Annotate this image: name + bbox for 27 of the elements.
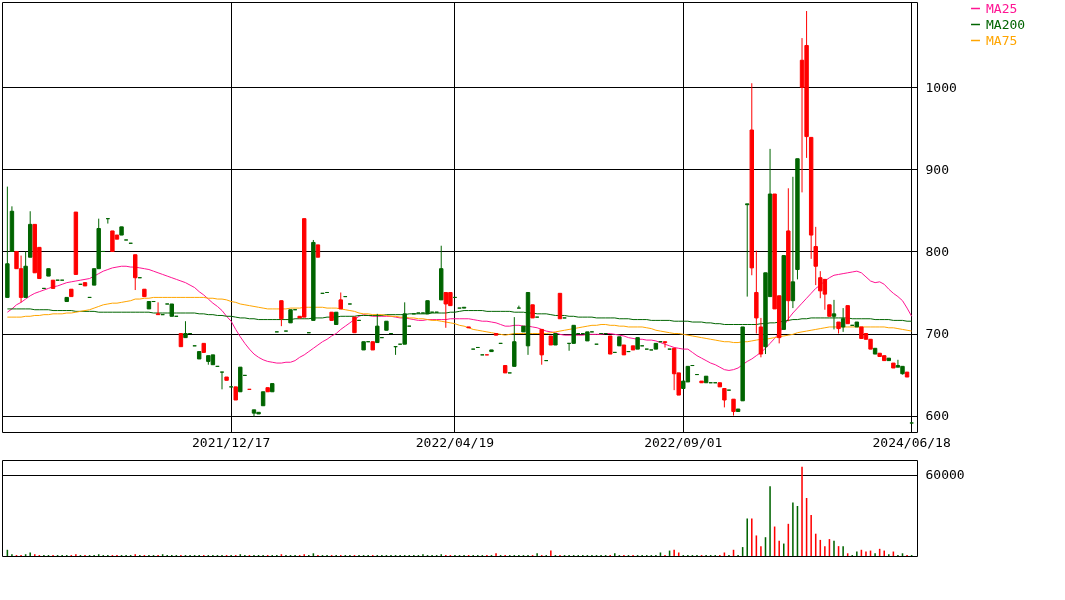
y-tick-label: 1000	[925, 79, 957, 95]
candlestick	[662, 341, 668, 348]
y-tick-label: 900	[925, 161, 949, 177]
candlestick	[571, 324, 576, 344]
candlestick	[279, 300, 284, 327]
x-tick-label: 2024/06/18	[872, 434, 951, 450]
candlestick	[745, 203, 750, 298]
line-series	[6, 296, 913, 344]
x-tick-label: 2022/09/01	[644, 434, 723, 450]
legend-label: MA75	[986, 32, 1018, 48]
candlestick	[818, 270, 823, 299]
line-series	[6, 265, 913, 371]
candlestick	[133, 254, 138, 291]
legend-label: MA200	[986, 16, 1026, 32]
candlestick	[219, 371, 225, 390]
candlestick	[516, 305, 522, 309]
x-tick-label: 2021/12/17	[192, 434, 271, 450]
y-tick-label: 800	[925, 243, 949, 259]
x-tick-label: 2022/04/19	[415, 434, 495, 450]
candlestick	[845, 305, 850, 325]
y-tick-label: 60000	[925, 467, 965, 483]
candlestick	[608, 335, 613, 355]
legend-label: MA25	[986, 0, 1018, 16]
candlestick	[722, 388, 727, 408]
y-tick-label: 600	[925, 408, 949, 424]
y-tick-label: 700	[925, 326, 949, 342]
candlestick	[110, 230, 115, 252]
